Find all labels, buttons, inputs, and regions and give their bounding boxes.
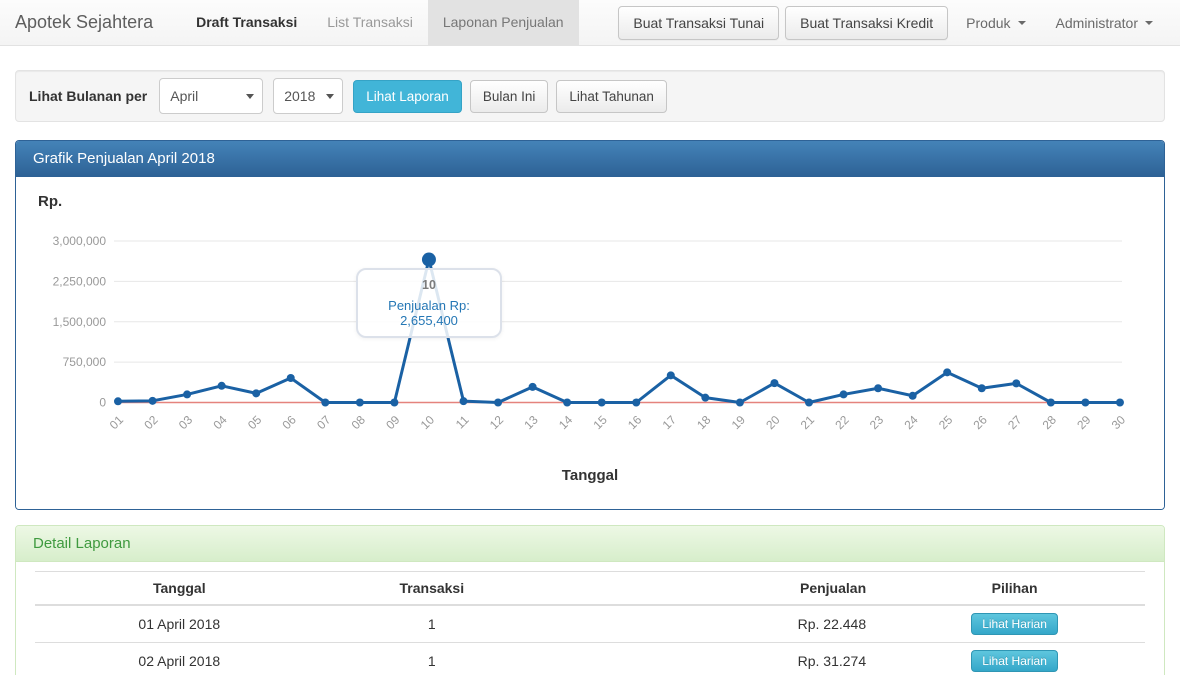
svg-text:22: 22 <box>832 412 852 432</box>
chevron-down-icon <box>1145 20 1153 25</box>
svg-text:23: 23 <box>867 412 887 432</box>
chart-panel-title: Grafik Penjualan April 2018 <box>16 141 1164 177</box>
svg-text:06: 06 <box>280 412 300 432</box>
cell-penjualan: Rp. 31.274 <box>540 642 885 675</box>
year-select-wrap: 2018 <box>273 78 344 114</box>
navbar-right: Buat Transaksi Tunai Buat Transaksi Kred… <box>612 0 1180 45</box>
svg-text:17: 17 <box>660 412 680 432</box>
navbar: Apotek Sejahtera Draft Transaksi List Tr… <box>0 0 1180 46</box>
col-header-transaksi: Transaksi <box>323 571 541 606</box>
lihat-laporan-button[interactable]: Lihat Laporan <box>353 79 462 113</box>
svg-text:20: 20 <box>763 412 783 432</box>
tooltip-day-label: 10 <box>422 278 436 292</box>
svg-text:2,250,000: 2,250,000 <box>53 274 107 288</box>
svg-text:27: 27 <box>1005 412 1025 432</box>
table-row: 01 April 2018 1 Rp. 22.448 Lihat Harian <box>35 604 1145 643</box>
svg-text:15: 15 <box>590 412 610 432</box>
svg-text:12: 12 <box>487 412 507 432</box>
cell-tanggal: 02 April 2018 <box>35 642 324 675</box>
sales-line-chart[interactable]: 0 750,000 1,500,000 2,250,000 3,000,000 01 02 0… <box>16 205 1164 463</box>
month-select-wrap: April <box>159 78 264 114</box>
y-axis-unit-label: Rp. <box>38 193 63 210</box>
cell-penjualan: Rp. 22.448 <box>540 604 885 643</box>
table-header-row: Tanggal Transaksi Penjualan Pilihan <box>35 571 1145 606</box>
main-nav: Draft Transaksi List Transaksi Laponan P… <box>181 0 579 45</box>
lihat-tahunan-button[interactable]: Lihat Tahunan <box>556 79 667 113</box>
brand-link[interactable]: Apotek Sejahtera <box>15 12 154 32</box>
svg-text:16: 16 <box>625 412 645 432</box>
svg-text:26: 26 <box>971 412 991 432</box>
svg-text:25: 25 <box>936 412 956 432</box>
report-filter-bar: Lihat Bulanan per April 2018 Lihat Lapor… <box>15 70 1165 122</box>
svg-text:14: 14 <box>556 412 576 432</box>
svg-text:3,000,000: 3,000,000 <box>53 234 107 248</box>
buat-transaksi-kredit-button[interactable]: Buat Transaksi Kredit <box>785 5 949 40</box>
cell-transaksi: 1 <box>323 604 541 643</box>
nav-item-draft-transaksi[interactable]: Draft Transaksi <box>196 14 298 30</box>
chart-panel-body: Rp. 0 750,000 1,500,000 2,250,000 3,000,000 0… <box>16 177 1164 509</box>
year-select[interactable]: 2018 <box>273 78 344 114</box>
svg-text:19: 19 <box>729 412 749 432</box>
produk-dropdown-label: Produk <box>966 14 1011 31</box>
svg-text:04: 04 <box>210 412 230 432</box>
svg-text:03: 03 <box>176 412 196 432</box>
cell-transaksi: 1 <box>323 642 541 675</box>
svg-text:11: 11 <box>453 412 472 431</box>
produk-dropdown[interactable]: Produk <box>954 15 1037 31</box>
report-table: Tanggal Transaksi Penjualan Pilihan 01 A… <box>35 571 1145 675</box>
svg-text:29: 29 <box>1074 412 1094 432</box>
svg-text:08: 08 <box>349 412 369 432</box>
col-header-pilihan: Pilihan <box>884 571 1145 606</box>
svg-text:10: 10 <box>418 412 438 432</box>
svg-text:02: 02 <box>141 412 161 432</box>
detail-report-panel: Detail Laporan Tanggal Transaksi Penjual… <box>15 525 1165 675</box>
svg-text:13: 13 <box>521 412 541 432</box>
col-header-tanggal: Tanggal <box>35 571 324 606</box>
nav-item-list-transaksi[interactable]: List Transaksi <box>327 14 413 30</box>
svg-text:21: 21 <box>798 412 818 432</box>
svg-text:28: 28 <box>1040 412 1060 432</box>
buat-transaksi-tunai-button[interactable]: Buat Transaksi Tunai <box>618 5 780 40</box>
lihat-harian-button[interactable]: Lihat Harian <box>971 613 1058 635</box>
x-axis-title: Tanggal <box>561 467 619 484</box>
detail-panel-title: Detail Laporan <box>16 526 1164 562</box>
svg-text:0: 0 <box>99 396 106 410</box>
filter-label: Lihat Bulanan per <box>29 88 148 104</box>
svg-text:05: 05 <box>245 412 265 432</box>
svg-text:750,000: 750,000 <box>63 355 107 369</box>
lihat-harian-button[interactable]: Lihat Harian <box>971 650 1058 672</box>
nav-item-laporan-penjualan[interactable]: Laponan Penjualan <box>427 0 579 45</box>
chart-tooltip: 10 Penjualan Rp: 2,655,400 <box>356 268 502 338</box>
bulan-ini-button[interactable]: Bulan Ini <box>469 79 549 113</box>
svg-text:07: 07 <box>314 412 334 432</box>
svg-text:18: 18 <box>694 412 714 432</box>
svg-text:1,500,000: 1,500,000 <box>53 315 107 329</box>
tooltip-value: Penjualan Rp: 2,655,400 <box>388 298 470 328</box>
month-select[interactable]: April <box>159 78 264 114</box>
svg-text:09: 09 <box>383 412 403 432</box>
table-row: 02 April 2018 1 Rp. 31.274 Lihat Harian <box>35 642 1145 675</box>
administrator-dropdown-label: Administrator <box>1055 14 1138 31</box>
col-header-penjualan: Penjualan <box>540 571 885 606</box>
sales-chart-panel: Grafik Penjualan April 2018 Rp. 0 750,000… <box>15 140 1165 510</box>
svg-text:30: 30 <box>1109 412 1129 432</box>
detail-panel-body: Tanggal Transaksi Penjualan Pilihan 01 A… <box>16 562 1164 675</box>
svg-text:24: 24 <box>901 412 921 432</box>
cell-tanggal: 01 April 2018 <box>35 604 324 643</box>
chevron-down-icon <box>1017 20 1026 25</box>
administrator-dropdown[interactable]: Administrator <box>1044 15 1165 31</box>
svg-text:01: 01 <box>107 412 127 432</box>
